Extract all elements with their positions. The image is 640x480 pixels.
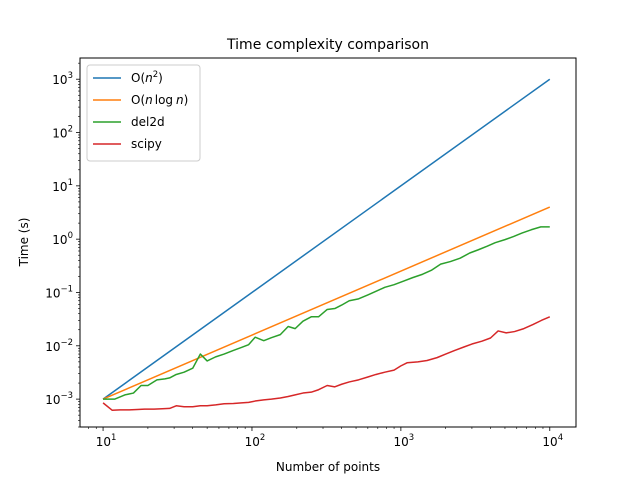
- axes-frame: [79, 57, 577, 428]
- x-axis-ticks: 101 102 103 104: [88, 427, 563, 449]
- y-axis-label: Time (s): [17, 218, 31, 268]
- y-tick-label-1: 10−2: [45, 338, 73, 354]
- y-tick-label-5: 102: [52, 125, 73, 141]
- legend-label-1: O(n log n): [131, 93, 188, 107]
- legend-label-2: del2d: [131, 115, 165, 129]
- y-axis-ticks: 10−3 10−2 10−1 100 101 102 103: [45, 62, 80, 428]
- y-tick-label-6: 103: [52, 71, 73, 87]
- legend-label-3: scipy: [131, 137, 162, 151]
- x-tick-label-3: 104: [542, 433, 563, 449]
- x-tick-label-2: 103: [394, 433, 415, 449]
- series-line-1: [102, 206, 551, 400]
- series-line-0: [102, 78, 551, 400]
- legend-label-0: O(n2): [131, 70, 163, 85]
- series-line-3: [102, 316, 551, 411]
- y-tick-label-2: 10−1: [45, 284, 73, 300]
- plot-lines: [102, 78, 551, 411]
- x-tick-label-0: 101: [96, 433, 117, 449]
- chart-title: Time complexity comparison: [226, 37, 429, 53]
- x-tick-label-1: 102: [245, 433, 266, 449]
- legend-box: [86, 64, 201, 162]
- y-tick-label-0: 10−3: [45, 391, 73, 407]
- legend: O(n2) O(n log n) del2d scipy: [86, 64, 201, 162]
- series-line-2: [103, 226, 550, 400]
- y-tick-label-3: 100: [52, 231, 73, 247]
- y-tick-label-4: 101: [52, 178, 73, 194]
- x-axis-label: Number of points: [276, 460, 380, 474]
